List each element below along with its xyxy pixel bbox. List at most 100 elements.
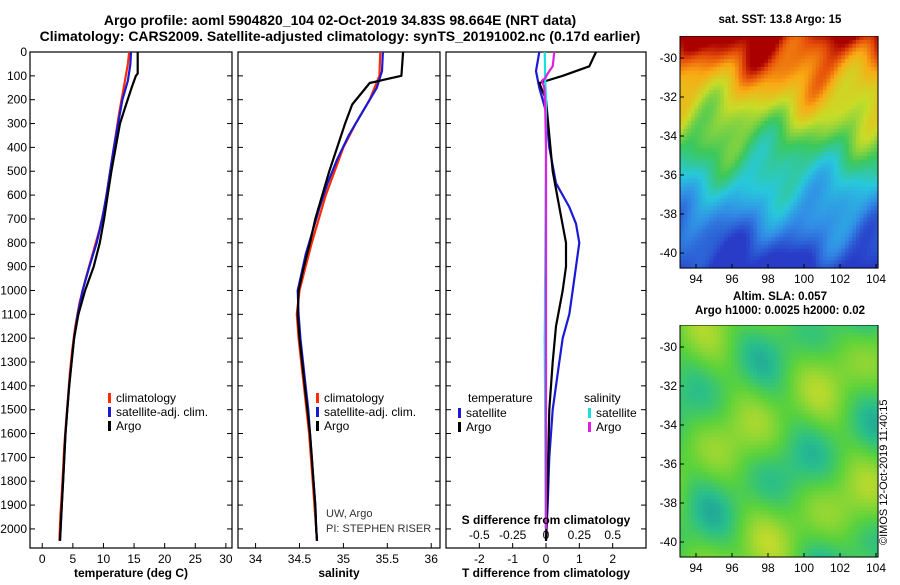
map-cell [830, 237, 834, 241]
map-cell [871, 422, 875, 426]
map-cell [750, 160, 754, 164]
map-cell [687, 195, 691, 199]
map-cell [786, 71, 790, 75]
map-cell [871, 406, 875, 410]
map-cell [779, 371, 783, 375]
map-cell [768, 387, 772, 391]
map-cell [838, 59, 842, 63]
map-cell [753, 360, 757, 364]
x-tick-label: 30 [219, 552, 233, 566]
map-cell [834, 148, 838, 152]
map-cell [717, 117, 721, 121]
x-tick-label-s: 0.5 [604, 528, 621, 542]
map-cell [731, 237, 735, 241]
map-cell [856, 371, 860, 375]
map-cell [797, 144, 801, 148]
map-cell [849, 75, 853, 79]
map-cell [779, 156, 783, 160]
map-cell [871, 249, 875, 253]
map-cell [823, 348, 827, 352]
map-cell [779, 44, 783, 48]
map-cell [871, 79, 875, 83]
map-cell [827, 402, 831, 406]
map-cell [724, 414, 728, 418]
map-cell [775, 387, 779, 391]
map-cell [709, 256, 713, 260]
map-cell [841, 133, 845, 137]
map-cell [684, 137, 688, 141]
map-cell [750, 210, 754, 214]
map-cell [783, 202, 787, 206]
legend-label: climatology [324, 391, 384, 405]
map-cell [856, 198, 860, 202]
map-cell [845, 48, 849, 52]
map-cell [838, 214, 842, 218]
map-cell [728, 79, 732, 83]
map-cell [717, 198, 721, 202]
map-cell [816, 125, 820, 129]
map-cell [706, 414, 710, 418]
map-cell [739, 260, 743, 264]
legend-label: Argo [116, 419, 142, 433]
map-cell [735, 106, 739, 110]
annotation-pi: PI: STEPHEN RISER [326, 523, 431, 535]
map-cell [805, 429, 809, 433]
map-cell [845, 249, 849, 253]
map-cell [735, 129, 739, 133]
map-cell [717, 364, 721, 368]
map-cell [812, 59, 816, 63]
map-cell [706, 395, 710, 399]
map-cell [702, 206, 706, 210]
map-cell [698, 422, 702, 426]
x-tick-label: 34 [249, 552, 263, 566]
map-cell [852, 414, 856, 418]
map-cell [709, 418, 713, 422]
map-cell [779, 109, 783, 113]
map-cell [720, 48, 724, 52]
map-cell [687, 129, 691, 133]
map-cell [852, 348, 856, 352]
map-cell [812, 406, 816, 410]
map-cell [849, 344, 853, 348]
map-cell [871, 371, 875, 375]
map-cell [849, 40, 853, 44]
map-cell [713, 129, 717, 133]
map-cell [713, 398, 717, 402]
map-cell [687, 422, 691, 426]
map-cell [845, 121, 849, 125]
y-tick-label: 800 [7, 236, 27, 250]
map-cell [863, 40, 867, 44]
map-cell [863, 187, 867, 191]
map-cell [834, 368, 838, 372]
map-cell [805, 360, 809, 364]
map-cell [717, 333, 721, 337]
map-cell [845, 329, 849, 333]
map-cell [772, 241, 776, 245]
map-cell [801, 86, 805, 90]
map-cell [731, 113, 735, 117]
map-cell [775, 140, 779, 144]
map-cell [830, 249, 834, 253]
map-x-tick-label: 94 [689, 272, 703, 286]
map-cell [695, 137, 699, 141]
map-cell [786, 375, 790, 379]
map-cell [757, 63, 761, 67]
map-cell [805, 140, 809, 144]
map-cell [698, 183, 702, 187]
map-cell [838, 171, 842, 175]
map-cell [735, 102, 739, 106]
map-cell [698, 241, 702, 245]
map-cell [808, 195, 812, 199]
map-cell [746, 333, 750, 337]
map-cell [713, 340, 717, 344]
map-cell [742, 195, 746, 199]
map-cell [735, 55, 739, 59]
y-tick-label: 1100 [1, 307, 27, 321]
map-cell [684, 414, 688, 418]
map-cell [856, 391, 860, 395]
map-cell [680, 148, 684, 152]
map-cell [728, 387, 732, 391]
map-cell [724, 98, 728, 102]
map-cell [827, 344, 831, 348]
map-cell [845, 383, 849, 387]
